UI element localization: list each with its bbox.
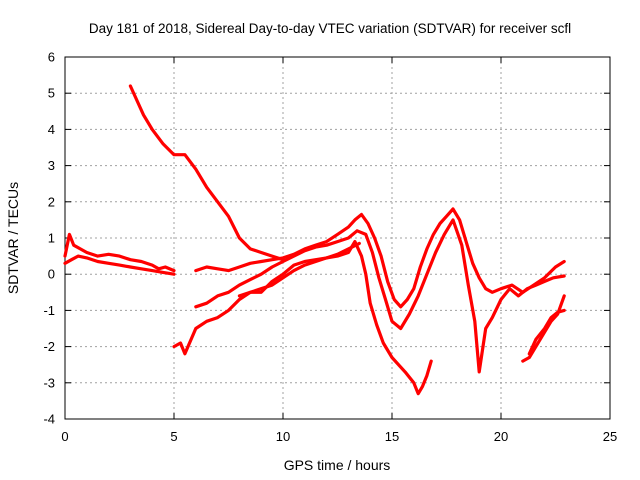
x-tick-label: 5 <box>170 429 177 444</box>
gridlines <box>65 57 610 419</box>
y-tick-label: 2 <box>48 194 55 209</box>
data-series-arc-2 <box>63 254 176 276</box>
x-tick-label: 0 <box>61 429 68 444</box>
x-tick-label: 20 <box>494 429 508 444</box>
data-series <box>63 84 566 396</box>
y-tick-label: 1 <box>48 231 55 246</box>
y-tick-label: 0 <box>48 267 55 282</box>
data-series-arc-6 <box>194 218 566 374</box>
data-series-arc-4 <box>172 240 433 396</box>
y-tick-label: 4 <box>48 122 55 137</box>
y-tick-label: 3 <box>48 158 55 173</box>
y-tick-label: -4 <box>43 412 55 427</box>
data-series-arc-3 <box>128 84 285 262</box>
x-axis-label: GPS time / hours <box>284 457 391 473</box>
y-tick-label: 6 <box>48 50 55 65</box>
y-axis-label: SDTVAR / TECUs <box>5 182 21 294</box>
y-tick-label: 5 <box>48 86 55 101</box>
data-series-arc-9 <box>527 308 566 356</box>
x-tick-label: 25 <box>603 429 617 444</box>
chart-title: Day 181 of 2018, Sidereal Day-to-day VTE… <box>89 21 571 36</box>
data-series-arc-1 <box>63 232 176 273</box>
axis-ticks: 0 5 10 15 20 25 -4 -3 -2 -1 0 1 2 3 4 5 6 <box>43 50 617 445</box>
y-tick-label: -3 <box>43 375 55 390</box>
y-tick-label: -1 <box>43 303 55 318</box>
y-tick-label: -2 <box>43 339 55 354</box>
data-series-arc-5 <box>194 207 566 309</box>
data-series-arc-7 <box>237 241 361 298</box>
x-tick-label: 15 <box>385 429 399 444</box>
x-tick-label: 10 <box>276 429 290 444</box>
